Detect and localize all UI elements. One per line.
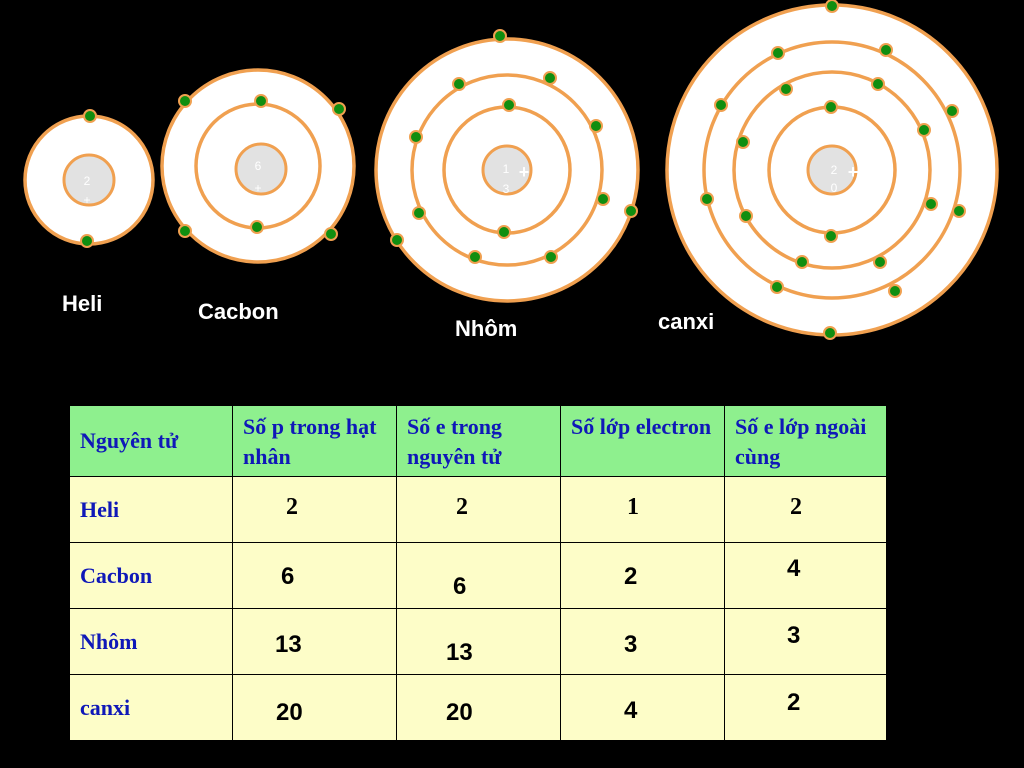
electron xyxy=(700,192,714,206)
header-nguyen-tu: Nguyên tử xyxy=(69,405,233,477)
table-row: Nhôm 13 13 3 3 xyxy=(69,608,887,675)
electron xyxy=(739,209,753,223)
atom-label-heli: Heli xyxy=(62,291,103,316)
electron xyxy=(917,123,931,137)
electron xyxy=(624,204,638,218)
electron xyxy=(888,284,902,298)
electron xyxy=(452,77,466,91)
cell-so-e-ngoai: 2 xyxy=(724,674,887,741)
electron xyxy=(770,280,784,294)
cell-so-e-ngoai: 2 xyxy=(724,476,887,543)
electron xyxy=(824,100,838,114)
row-name: Heli xyxy=(69,476,233,543)
electron-shell xyxy=(702,40,962,300)
cell-so-lop: 4 xyxy=(560,674,725,741)
cell-so-e-ngoai: 4 xyxy=(724,542,887,609)
electron xyxy=(543,71,557,85)
electron xyxy=(178,94,192,108)
nucleus-charge-line: 2 xyxy=(831,163,838,177)
table-header-row: Nguyên tử Số p trong hạt nhân Số e trong… xyxy=(69,405,887,477)
atom-label-nhom: Nhôm xyxy=(455,316,518,341)
nucleus xyxy=(481,144,533,196)
row-name: Cacbon xyxy=(69,542,233,609)
table-row: canxi 20 20 4 2 xyxy=(69,674,887,741)
cell-so-e: 13 xyxy=(396,608,561,675)
electron xyxy=(80,234,94,248)
electron xyxy=(714,98,728,112)
nucleus-charge-sign: + xyxy=(254,181,261,195)
electron xyxy=(871,77,885,91)
nucleus-charge-sign: + xyxy=(848,162,859,182)
nucleus-charge-line: 2 xyxy=(84,174,91,188)
electron xyxy=(497,225,511,239)
nucleus-charge-line: 6 xyxy=(255,159,262,173)
cell-so-p: 13 xyxy=(232,608,397,675)
cell-so-lop: 1 xyxy=(560,476,725,543)
electron xyxy=(779,82,793,96)
header-so-e-ngoai: Số e lớp ngoài cùng xyxy=(724,405,887,477)
atom-label-cacbon: Cacbon xyxy=(198,299,279,324)
electron xyxy=(493,29,507,43)
table-row: Heli 2 2 1 2 xyxy=(69,476,887,543)
cell-so-e: 6 xyxy=(396,542,561,609)
row-name: canxi xyxy=(69,674,233,741)
electron xyxy=(502,98,516,112)
electron xyxy=(544,250,558,264)
cell-so-p: 6 xyxy=(232,542,397,609)
nucleus-charge-line: 1 xyxy=(503,162,510,176)
header-so-lop: Số lớp electron xyxy=(560,405,725,477)
electron xyxy=(324,227,338,241)
electron xyxy=(596,192,610,206)
electron xyxy=(824,229,838,243)
atom-nhom: 1 3 + xyxy=(374,29,640,303)
header-so-p: Số p trong hạt nhân xyxy=(232,405,397,477)
nucleus-charge-sign: + xyxy=(519,162,530,182)
electron xyxy=(83,109,97,123)
electron-shell xyxy=(410,73,604,267)
atom-heli: 2 + xyxy=(23,109,155,248)
nucleus-charge-line: 0 xyxy=(831,181,838,195)
electron xyxy=(823,326,837,340)
electron xyxy=(589,119,603,133)
cell-so-e: 20 xyxy=(396,674,561,741)
cell-so-e: 2 xyxy=(396,476,561,543)
row-name: Nhôm xyxy=(69,608,233,675)
cell-so-p: 2 xyxy=(232,476,397,543)
electron xyxy=(924,197,938,211)
cell-so-lop: 2 xyxy=(560,542,725,609)
electron xyxy=(873,255,887,269)
electron xyxy=(254,94,268,108)
electron xyxy=(795,255,809,269)
electron xyxy=(771,46,785,60)
atom-table: Nguyên tử Số p trong hạt nhân Số e trong… xyxy=(69,405,887,741)
nucleus-charge-sign: + xyxy=(83,193,90,207)
table-row: Cacbon 6 6 2 4 xyxy=(69,542,887,609)
electron xyxy=(409,130,423,144)
electron xyxy=(825,0,839,13)
atom-diagrams: 2 + 6 + 1 3 + xyxy=(23,0,999,340)
electron xyxy=(736,135,750,149)
atom-label-canxi: canxi xyxy=(658,309,715,334)
cell-so-e-ngoai: 3 xyxy=(724,608,887,675)
electron xyxy=(952,204,966,218)
electron-shell xyxy=(732,70,932,270)
electron xyxy=(178,224,192,238)
electron xyxy=(945,104,959,118)
electron xyxy=(879,43,893,57)
electron xyxy=(250,220,264,234)
cell-so-lop: 3 xyxy=(560,608,725,675)
electron xyxy=(332,102,346,116)
atom-canxi: 2 0 + xyxy=(665,0,999,340)
nucleus xyxy=(234,142,288,196)
header-so-e: Số e trong nguyên tử xyxy=(396,405,561,477)
electron xyxy=(412,206,426,220)
cell-so-p: 20 xyxy=(232,674,397,741)
nucleus xyxy=(806,144,858,196)
nucleus-charge-line: 3 xyxy=(503,182,510,196)
electron xyxy=(468,250,482,264)
electron xyxy=(390,233,404,247)
nucleus xyxy=(62,153,116,207)
atom-cacbon: 6 + xyxy=(160,68,356,264)
